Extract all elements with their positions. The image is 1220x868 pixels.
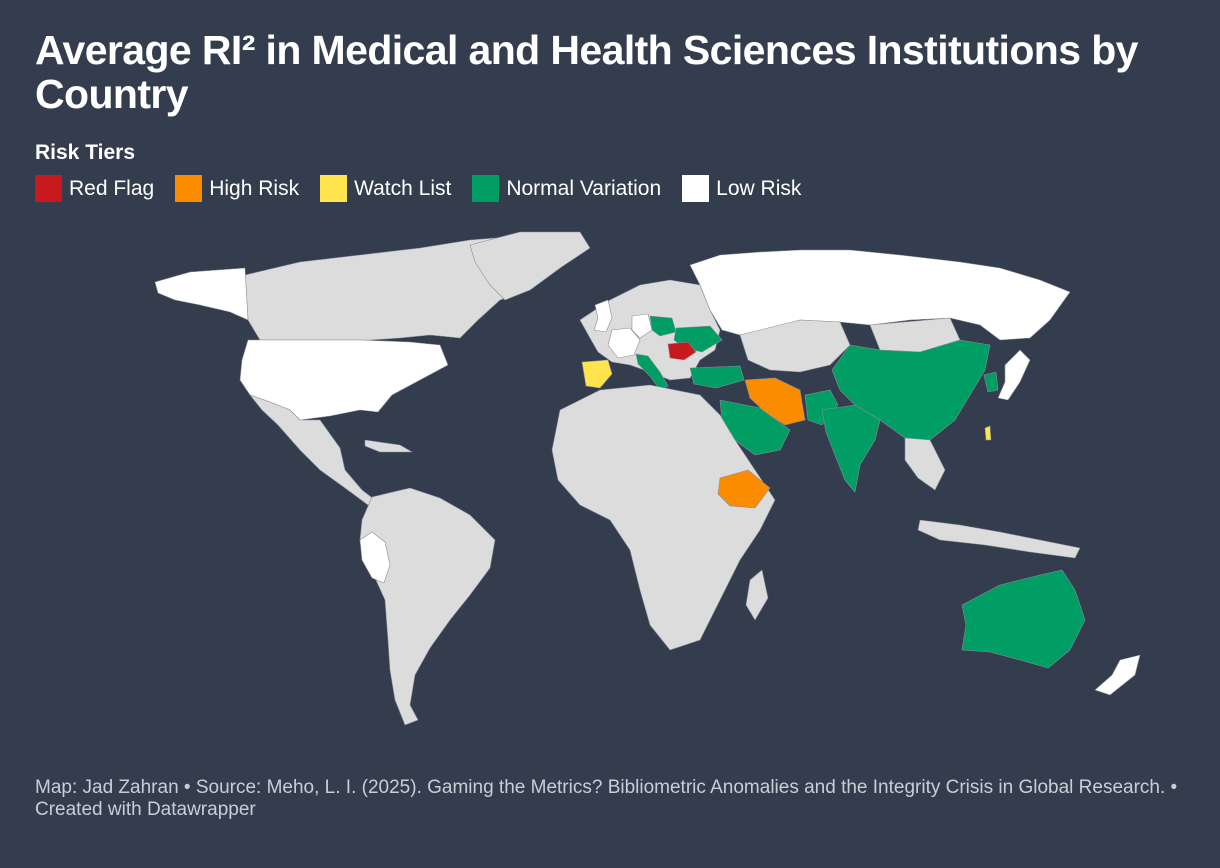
country-united-states[interactable] <box>239 339 449 421</box>
legend-label: Red Flag <box>69 176 155 200</box>
country-iran[interactable] <box>744 377 806 426</box>
legend-swatch-low-risk <box>682 175 710 202</box>
legend-item-watch-list: Watch List <box>320 175 451 202</box>
country-france[interactable] <box>607 327 641 359</box>
legend-label: Watch List <box>354 176 452 200</box>
country-south-america[interactable] <box>359 487 496 726</box>
country-mexico[interactable] <box>249 394 376 506</box>
country-madagascar[interactable] <box>745 569 769 621</box>
country-romania[interactable] <box>667 341 697 361</box>
country-spain[interactable] <box>581 359 613 389</box>
country-australia[interactable] <box>961 569 1086 669</box>
legend-heading: Risk Tiers <box>35 141 136 164</box>
country-south-korea[interactable] <box>983 371 999 393</box>
legend-label: Low Risk <box>716 176 802 200</box>
country-ethiopia[interactable] <box>717 469 771 509</box>
country-central-asia[interactable] <box>739 319 851 373</box>
country-alaska[interactable] <box>154 267 249 321</box>
country-peru[interactable] <box>359 531 391 584</box>
legend-swatch-normal-variation <box>472 175 500 202</box>
source-credit: Map: Jad Zahran • Source: Meho, L. I. (2… <box>35 777 1178 820</box>
legend-item-normal-variation: Normal Variation <box>472 175 661 202</box>
country-turkey[interactable] <box>689 365 745 389</box>
country-indonesia[interactable] <box>917 519 1081 559</box>
legend-swatch-high-risk <box>175 175 203 202</box>
country-taiwan[interactable] <box>984 425 992 441</box>
map-title: Average RI² in Medical and Health Scienc… <box>35 27 1138 117</box>
legend-swatch-red-flag <box>35 175 62 202</box>
country-southeast-asia[interactable] <box>904 437 946 491</box>
country-africa[interactable] <box>551 384 776 651</box>
country-china[interactable] <box>831 339 991 441</box>
legend-item-low-risk: Low Risk <box>682 175 801 202</box>
legend-item-red-flag: Red Flag <box>35 175 154 202</box>
country-cuba[interactable] <box>364 439 413 453</box>
country-germany[interactable] <box>631 313 653 339</box>
legend-swatch-watch-list <box>320 175 348 202</box>
legend: Red Flag High Risk Watch List Normal Var… <box>35 175 822 202</box>
country-greenland[interactable] <box>469 231 591 301</box>
world-map[interactable] <box>100 228 1200 738</box>
country-japan[interactable] <box>997 349 1031 401</box>
legend-label: Normal Variation <box>506 176 662 200</box>
country-poland[interactable] <box>649 315 677 337</box>
country-new-zealand[interactable] <box>1094 654 1141 696</box>
country-united-kingdom[interactable] <box>593 299 613 333</box>
legend-label: High Risk <box>209 176 300 200</box>
legend-item-high-risk: High Risk <box>175 175 299 202</box>
country-india[interactable] <box>821 404 881 493</box>
